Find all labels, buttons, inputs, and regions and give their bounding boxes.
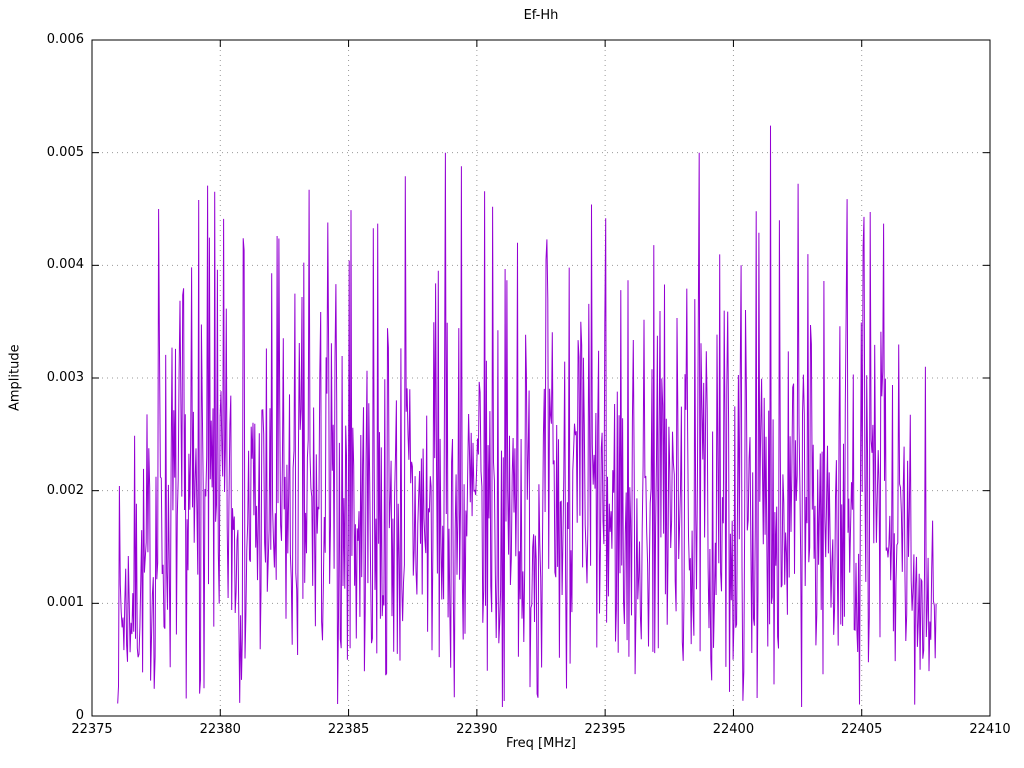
y-tick-label: 0.001 [46,595,84,611]
y-tick-label: 0.005 [46,144,84,160]
x-tick-label: 22400 [712,722,755,737]
chart-title: Ef-Hh [523,8,559,23]
x-tick-label: 22375 [71,722,113,737]
x-axis-label: Freq [MHz] [506,736,576,751]
spectrum-trace [117,125,937,708]
y-tick-label: 0.006 [46,32,84,47]
y-tick-label: 0.003 [46,370,84,385]
x-tick-label: 22385 [327,722,370,737]
x-tick-label: 22405 [841,722,883,737]
y-tick-label: 0.002 [46,482,84,498]
y-tick-label: 0.004 [46,257,84,273]
x-tick-label: 22390 [456,722,498,737]
x-tick-label: 22395 [584,722,626,737]
x-tick-label: 22380 [199,722,241,737]
y-tick-label: 0 [75,708,84,723]
x-tick-label: 22410 [969,722,1011,737]
